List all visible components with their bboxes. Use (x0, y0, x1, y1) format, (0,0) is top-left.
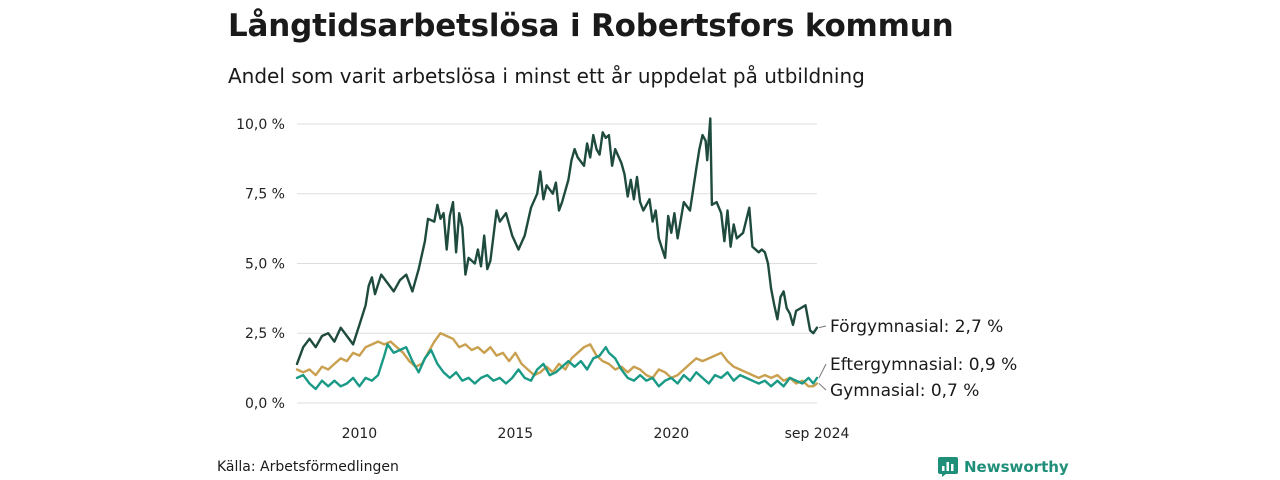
y-tick-label-2: 5,0 % (245, 256, 285, 272)
end-label-leader-forgymnasial (818, 325, 827, 329)
source-note: Källa: Arbetsförmedlingen (217, 459, 399, 475)
chart-subtitle: Andel som varit arbetslösa i minst ett å… (228, 64, 865, 88)
series-line-eftergymnasial (295, 343, 819, 391)
y-tick-label-4: 10,0 % (236, 117, 285, 133)
x-tick-label-2: 2020 (654, 426, 690, 442)
end-label-eftergymnasial: Eftergymnasial: 0,9 % (830, 355, 1017, 375)
x-tick-label-0: 2010 (342, 426, 378, 442)
brand-logo[interactable]: Newsworthy (938, 456, 1069, 478)
y-tick-label-0: 0,0 % (245, 396, 285, 412)
series-line-gymnasial (295, 332, 819, 388)
chart-badge-icon (938, 457, 958, 477)
x-tick-label-3: sep 2024 (785, 426, 850, 442)
x-tick-label-1: 2015 (498, 426, 534, 442)
chart-title: Långtidsarbetslösa i Robertsfors kommun (228, 8, 954, 44)
y-tick-label-1: 2,5 % (245, 326, 285, 342)
series-line-forgymnasial (295, 117, 819, 366)
end-label-leader-eftergymnasial (818, 363, 827, 379)
y-tick-label-3: 7,5 % (245, 187, 285, 203)
end-label-forgymnasial: Förgymnasial: 2,7 % (830, 317, 1003, 337)
end-label-gymnasial: Gymnasial: 0,7 % (830, 381, 979, 401)
brand-name: Newsworthy (964, 458, 1069, 476)
end-label-leader-gymnasial (818, 383, 827, 391)
